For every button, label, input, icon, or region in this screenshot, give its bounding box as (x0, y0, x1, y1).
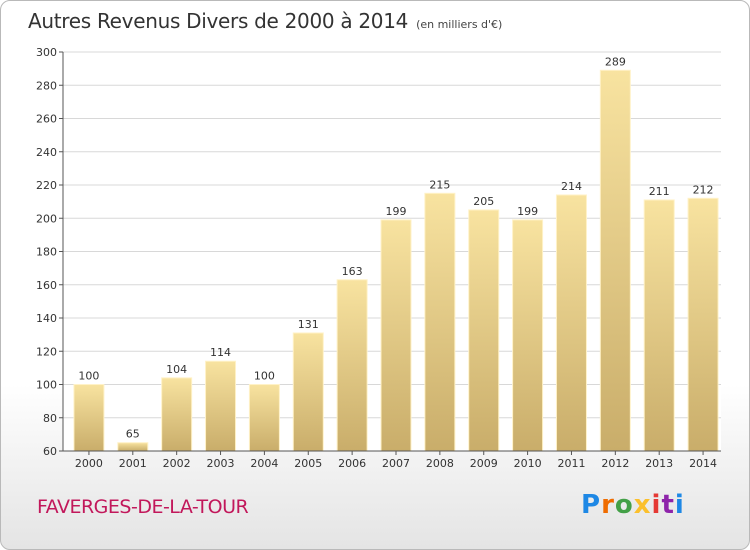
value-label-2002: 104 (166, 363, 187, 376)
bar-2013 (643, 199, 675, 452)
bar-2002 (161, 377, 193, 452)
x-tick-label-2002: 2002 (163, 457, 191, 470)
x-tick-label-2013: 2013 (645, 457, 673, 470)
y-tick-label: 220 (36, 179, 57, 192)
x-tick-label-2012: 2012 (601, 457, 629, 470)
value-label-2014: 212 (693, 183, 714, 196)
bar-2011 (555, 194, 587, 452)
y-tick-label: 300 (36, 46, 57, 59)
bar-2001 (117, 442, 149, 452)
chart-title: Autres Revenus Divers de 2000 à 2014 (en … (28, 9, 502, 33)
chart-title-text: Autres Revenus Divers de 2000 à 2014 (28, 9, 409, 33)
bar-2010 (512, 219, 544, 452)
logo-letter: i (651, 490, 662, 520)
place-name: FAVERGES-DE-LA-TOUR (37, 496, 249, 518)
y-tick-label: 80 (43, 412, 57, 425)
value-label-2000: 100 (78, 370, 99, 383)
x-tick-label-2006: 2006 (338, 457, 366, 470)
x-tick-label-2010: 2010 (514, 457, 542, 470)
y-tick-label: 240 (36, 146, 57, 159)
x-tick-label-2011: 2011 (557, 457, 585, 470)
y-tick-label: 140 (36, 312, 57, 325)
logo-letter: o (614, 490, 634, 520)
x-tick-label-2005: 2005 (294, 457, 322, 470)
y-tick-label: 180 (36, 246, 57, 259)
x-tick-label-2014: 2014 (689, 457, 717, 470)
logo-letter: P (581, 490, 602, 520)
y-tick-label: 120 (36, 345, 57, 358)
bar-2000 (73, 384, 105, 452)
value-label-2006: 163 (342, 265, 363, 278)
bar-2004 (248, 384, 280, 452)
y-tick-label: 260 (36, 113, 57, 126)
value-label-2007: 199 (386, 205, 407, 218)
value-label-2011: 214 (561, 180, 582, 193)
x-tick-label-2003: 2003 (207, 457, 235, 470)
y-tick-label: 100 (36, 379, 57, 392)
x-tick-label-2004: 2004 (250, 457, 278, 470)
value-label-2008: 215 (429, 178, 450, 191)
logo-letter: i (674, 490, 685, 520)
bar-2008 (424, 192, 456, 452)
value-label-2004: 100 (254, 370, 275, 383)
x-tick-label-2000: 2000 (75, 457, 103, 470)
y-tick-label: 60 (43, 445, 57, 458)
bar-2012 (599, 69, 631, 452)
bar-2006 (336, 279, 368, 452)
value-label-2010: 199 (517, 205, 538, 218)
logo-letter: x (633, 490, 652, 520)
y-tick-label: 160 (36, 279, 57, 292)
value-label-2001: 65 (126, 428, 140, 441)
y-tick-label: 200 (36, 212, 57, 225)
x-tick-label-2001: 2001 (119, 457, 147, 470)
bar-2009 (468, 209, 500, 452)
x-tick-label-2007: 2007 (382, 457, 410, 470)
bar-2014 (687, 197, 719, 452)
value-label-2013: 211 (649, 185, 670, 198)
x-tick-label-2008: 2008 (426, 457, 454, 470)
value-label-2012: 289 (605, 55, 626, 68)
logo-letter: t (661, 490, 675, 520)
proxiti-logo: Proxiti (581, 490, 685, 520)
y-tick-label: 280 (36, 79, 57, 92)
bar-2005 (292, 332, 324, 452)
bar-2007 (380, 219, 412, 452)
bar-2003 (205, 360, 237, 452)
value-label-2005: 131 (298, 318, 319, 331)
value-label-2009: 205 (473, 195, 494, 208)
logo-letter: r (601, 490, 615, 520)
chart-subtitle: (en milliers d'€) (416, 18, 503, 31)
x-tick-label-2009: 2009 (470, 457, 498, 470)
value-label-2003: 114 (210, 346, 231, 359)
